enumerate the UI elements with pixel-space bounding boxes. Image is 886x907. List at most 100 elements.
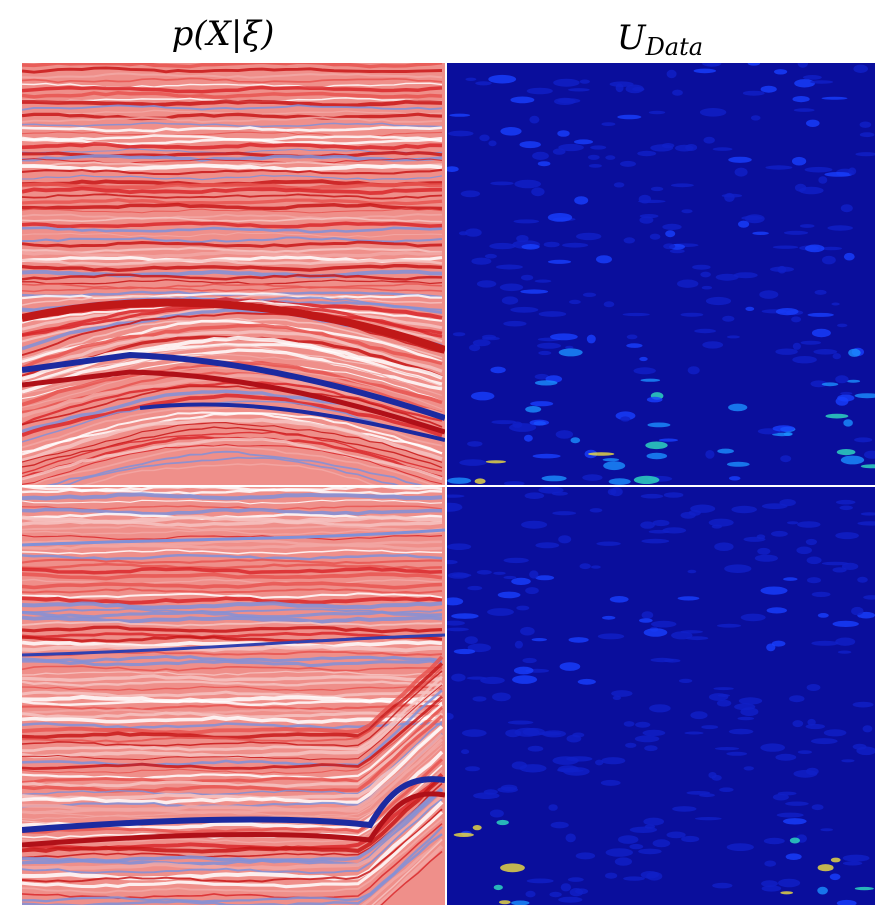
speckle — [704, 137, 715, 144]
speckle — [727, 843, 754, 851]
speckle — [647, 397, 663, 403]
speckle — [715, 747, 739, 750]
speckle — [713, 147, 733, 151]
speckle — [629, 844, 643, 849]
speckle — [529, 570, 538, 578]
speckle — [467, 677, 487, 680]
speckle — [771, 531, 788, 537]
speckle — [617, 115, 641, 120]
speckle — [578, 679, 596, 685]
speckle — [764, 861, 776, 867]
speckle — [469, 344, 480, 351]
speckle — [445, 166, 459, 172]
speckle — [761, 86, 777, 93]
speckle — [501, 785, 517, 791]
speckle — [451, 674, 465, 682]
speckle — [651, 187, 663, 191]
speckle — [830, 874, 841, 881]
speckle — [485, 254, 497, 259]
speckle — [566, 756, 592, 761]
speckle — [811, 641, 838, 646]
speckle — [820, 828, 833, 831]
speckle — [729, 729, 753, 735]
speckle — [542, 730, 566, 737]
speckle — [446, 628, 469, 632]
speckle — [535, 542, 559, 548]
speckle — [840, 392, 852, 395]
speckle — [822, 97, 848, 100]
speckle — [664, 659, 680, 663]
speckle — [780, 891, 793, 894]
speckle — [702, 341, 723, 348]
speckle — [761, 880, 778, 887]
speckle — [491, 420, 516, 424]
speckle — [497, 820, 509, 825]
speckle — [490, 367, 505, 374]
speckle — [508, 721, 534, 725]
speckle — [647, 423, 670, 428]
speckle — [554, 98, 576, 105]
speckle — [679, 679, 692, 683]
speckle — [473, 696, 487, 701]
speckle — [520, 141, 541, 148]
speckle — [861, 512, 879, 515]
speckle — [812, 592, 831, 597]
speckle — [561, 883, 571, 891]
page: p(X|ξ) UData (() => { const data = JSON.… — [0, 0, 886, 907]
speckle — [557, 130, 569, 137]
speckle — [774, 69, 787, 74]
speckle — [775, 754, 796, 761]
speckle — [806, 724, 825, 729]
speckle — [843, 861, 862, 865]
speckle — [717, 449, 734, 454]
speckle — [857, 577, 868, 583]
speckle — [512, 761, 527, 769]
speckle — [719, 787, 733, 792]
speckle — [762, 503, 788, 509]
speckle — [760, 743, 785, 751]
speckle — [727, 335, 740, 338]
speckle — [596, 255, 612, 263]
speckle — [664, 492, 684, 498]
speckle — [853, 702, 874, 708]
speckle — [665, 230, 675, 237]
speckle — [532, 152, 549, 160]
speckle — [624, 237, 635, 243]
speckle — [527, 88, 553, 95]
speckle — [635, 735, 660, 742]
speckle — [512, 422, 522, 428]
speckle — [724, 564, 751, 573]
speckle — [524, 435, 533, 442]
speckle — [447, 478, 471, 484]
speckle — [562, 243, 588, 248]
speckle — [525, 587, 539, 594]
speckle — [659, 439, 678, 442]
speckle — [531, 187, 544, 196]
speckle — [649, 530, 670, 534]
speckle — [853, 65, 868, 73]
speckle — [526, 891, 536, 898]
speckle — [542, 476, 567, 482]
speckle — [448, 131, 473, 137]
speckle — [461, 190, 480, 197]
speckle — [792, 157, 806, 166]
speckle — [786, 853, 802, 860]
speckle — [557, 769, 584, 772]
speckle — [449, 114, 470, 117]
speckle — [672, 90, 683, 96]
speckle — [695, 817, 722, 820]
speckle — [841, 759, 854, 762]
speckle — [580, 563, 591, 569]
speckle — [643, 730, 666, 736]
speckle — [835, 532, 859, 539]
speckle — [477, 280, 496, 287]
speckle — [702, 60, 721, 66]
figure: p(X|ξ) UData — [0, 0, 886, 907]
speckle — [529, 116, 539, 124]
speckle — [522, 658, 536, 663]
speckle — [831, 858, 841, 863]
speckle — [688, 366, 700, 374]
speckle — [443, 597, 463, 605]
speckle — [717, 624, 741, 628]
speckle — [641, 494, 664, 499]
